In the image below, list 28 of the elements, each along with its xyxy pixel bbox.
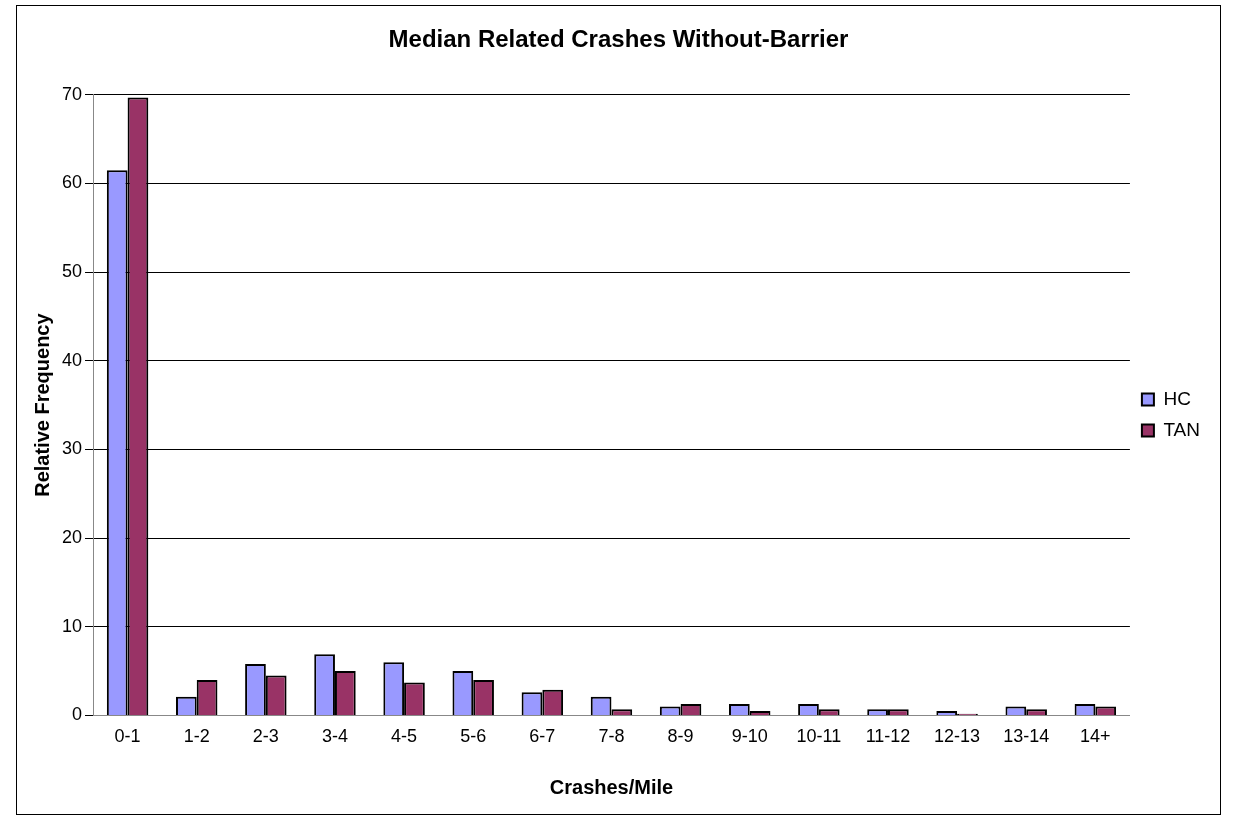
- x-tick-label: 10-11: [796, 726, 842, 747]
- x-tick-label: 2-3: [252, 726, 279, 747]
- y-tick-label: 30: [61, 438, 83, 459]
- y-tick-label: 40: [61, 349, 83, 370]
- x-tick-label: 6-7: [529, 726, 556, 747]
- x-axis-title: Crashes/Mile: [549, 775, 674, 798]
- y-tick-label: 0: [72, 704, 83, 725]
- x-tick-label: 0-1: [114, 726, 141, 747]
- y-tick-label: 50: [61, 261, 83, 282]
- y-tick-label: 10: [61, 615, 83, 636]
- x-tick-label: 1-2: [183, 726, 210, 747]
- legend-label: TAN: [1163, 418, 1200, 440]
- x-tick-label: 12-13: [934, 726, 981, 747]
- x-tick-label: 13-14: [1003, 726, 1050, 747]
- x-tick-label: 11-12: [865, 726, 911, 747]
- y-tick-label: 70: [61, 83, 83, 104]
- legend-label: HC: [1163, 387, 1191, 409]
- x-tick-label: 7-8: [598, 726, 625, 747]
- x-tick-label: 8-9: [667, 726, 694, 747]
- chart-title: Median Related Crashes Without-Barrier: [388, 25, 849, 53]
- x-tick-label: 3-4: [321, 726, 348, 747]
- x-tick-label: 4-5: [391, 726, 418, 747]
- y-tick-label: 20: [61, 527, 83, 548]
- x-tick-label: 5-6: [460, 726, 487, 747]
- y-axis-title: Relative Frequency: [30, 312, 53, 497]
- x-tick-label: 9-10: [731, 726, 768, 747]
- y-tick-label: 60: [61, 172, 83, 193]
- x-tick-label: 14+: [1080, 726, 1111, 747]
